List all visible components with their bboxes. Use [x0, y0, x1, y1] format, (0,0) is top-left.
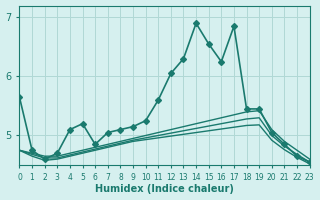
X-axis label: Humidex (Indice chaleur): Humidex (Indice chaleur) — [95, 184, 234, 194]
